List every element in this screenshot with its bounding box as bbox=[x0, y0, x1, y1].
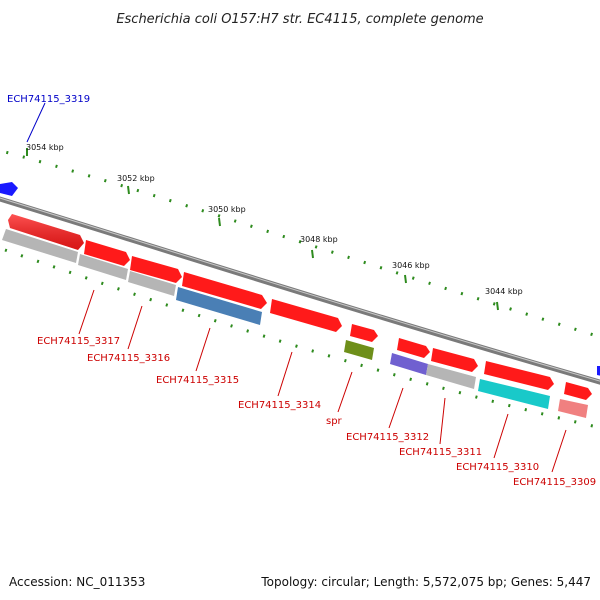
leader-3314 bbox=[277, 351, 293, 397]
gene-label-3310[interactable]: ECH74115_3310 bbox=[456, 462, 539, 473]
gene-ech74115-3311[interactable] bbox=[426, 364, 476, 389]
leader-3317 bbox=[78, 289, 95, 335]
genome-backbone-highlight bbox=[0, 197, 600, 382]
gene-label-3317[interactable]: ECH74115_3317 bbox=[37, 336, 120, 347]
gene-label-3309[interactable]: ECH74115_3309 bbox=[513, 477, 596, 488]
major-tick bbox=[218, 217, 221, 227]
scale-labels: 3054 kbp 3052 kbp 3050 kbp 3048 kbp 3046… bbox=[26, 143, 523, 296]
major-tick bbox=[496, 301, 499, 311]
scale-label: 3050 kbp bbox=[208, 205, 246, 214]
gene-ech74115-3309[interactable] bbox=[558, 399, 588, 418]
leader-3315 bbox=[195, 327, 211, 372]
gene-label-spr[interactable]: spr bbox=[326, 416, 343, 427]
major-tick bbox=[311, 249, 314, 259]
gene-label-3314[interactable]: ECH74115_3314 bbox=[238, 400, 321, 411]
gene-label-3312[interactable]: ECH74115_3312 bbox=[346, 432, 429, 443]
accession-text: Accession: NC_011353 bbox=[9, 575, 145, 589]
gene-ech74115-3310[interactable] bbox=[478, 379, 550, 409]
inner-minor-ticks bbox=[4, 248, 600, 430]
gene-ech74115-3315[interactable] bbox=[182, 272, 267, 309]
leader-3311 bbox=[439, 397, 446, 445]
gene-forward-small[interactable] bbox=[350, 324, 378, 342]
gene-ech74115-3312[interactable] bbox=[390, 353, 428, 375]
outer-tick-ring bbox=[0, 148, 600, 339]
scale-label: 3046 kbp bbox=[392, 261, 430, 270]
gene-ech74115-3316[interactable] bbox=[84, 240, 130, 266]
gene-reverse-1[interactable] bbox=[2, 229, 78, 263]
gene-reverse-2[interactable] bbox=[78, 254, 128, 280]
major-tick bbox=[127, 185, 130, 195]
genome-backbone bbox=[0, 196, 600, 385]
major-tick bbox=[404, 274, 407, 284]
genes bbox=[0, 182, 600, 418]
gene-ech74115-3312-fwd[interactable] bbox=[397, 338, 430, 358]
scale-label: 3054 kbp bbox=[26, 143, 64, 152]
gene-labels: ECH74115_3319 ECH74115_3317 ECH74115_331… bbox=[7, 94, 596, 488]
gene-label-3311[interactable]: ECH74115_3311 bbox=[399, 447, 482, 458]
gene-shade bbox=[8, 214, 84, 250]
gene-spr[interactable] bbox=[344, 340, 374, 360]
inner-tick-ring bbox=[4, 248, 600, 430]
gene-ech74115-3319[interactable] bbox=[0, 182, 18, 196]
gene-reverse-3[interactable] bbox=[128, 271, 176, 296]
gene-ech74115-3309-fwd[interactable] bbox=[564, 382, 592, 400]
gene-label-3319[interactable]: ECH74115_3319 bbox=[7, 94, 90, 105]
gene-label-3315[interactable]: ECH74115_3315 bbox=[156, 375, 239, 386]
scale-label: 3044 kbp bbox=[485, 287, 523, 296]
gene-ech74115-3316b[interactable] bbox=[130, 256, 182, 283]
gene-label-3316[interactable]: ECH74115_3316 bbox=[87, 353, 170, 364]
genome-summary-text: Topology: circular; Length: 5,572,075 bp… bbox=[260, 575, 591, 589]
gene-ech74115-3311-fwd[interactable] bbox=[431, 348, 478, 372]
leader-3310 bbox=[493, 413, 509, 459]
gene-ech74115-3315-rev[interactable] bbox=[176, 287, 262, 325]
leader-spr bbox=[337, 371, 353, 413]
label-leaders bbox=[26, 102, 567, 473]
leader-3319 bbox=[26, 102, 46, 143]
gene-edge-right[interactable] bbox=[597, 366, 600, 376]
map-title: Escherichia coli O157:H7 str. EC4115, co… bbox=[116, 12, 483, 27]
gene-ech74115-3314[interactable] bbox=[270, 299, 342, 332]
leader-3309 bbox=[551, 429, 567, 473]
leader-3316 bbox=[127, 305, 143, 350]
leader-3312 bbox=[388, 387, 404, 429]
gene-ech74115-3310-fwd[interactable] bbox=[484, 361, 554, 390]
scale-label: 3052 kbp bbox=[117, 174, 155, 183]
scale-label: 3048 kbp bbox=[300, 235, 338, 244]
